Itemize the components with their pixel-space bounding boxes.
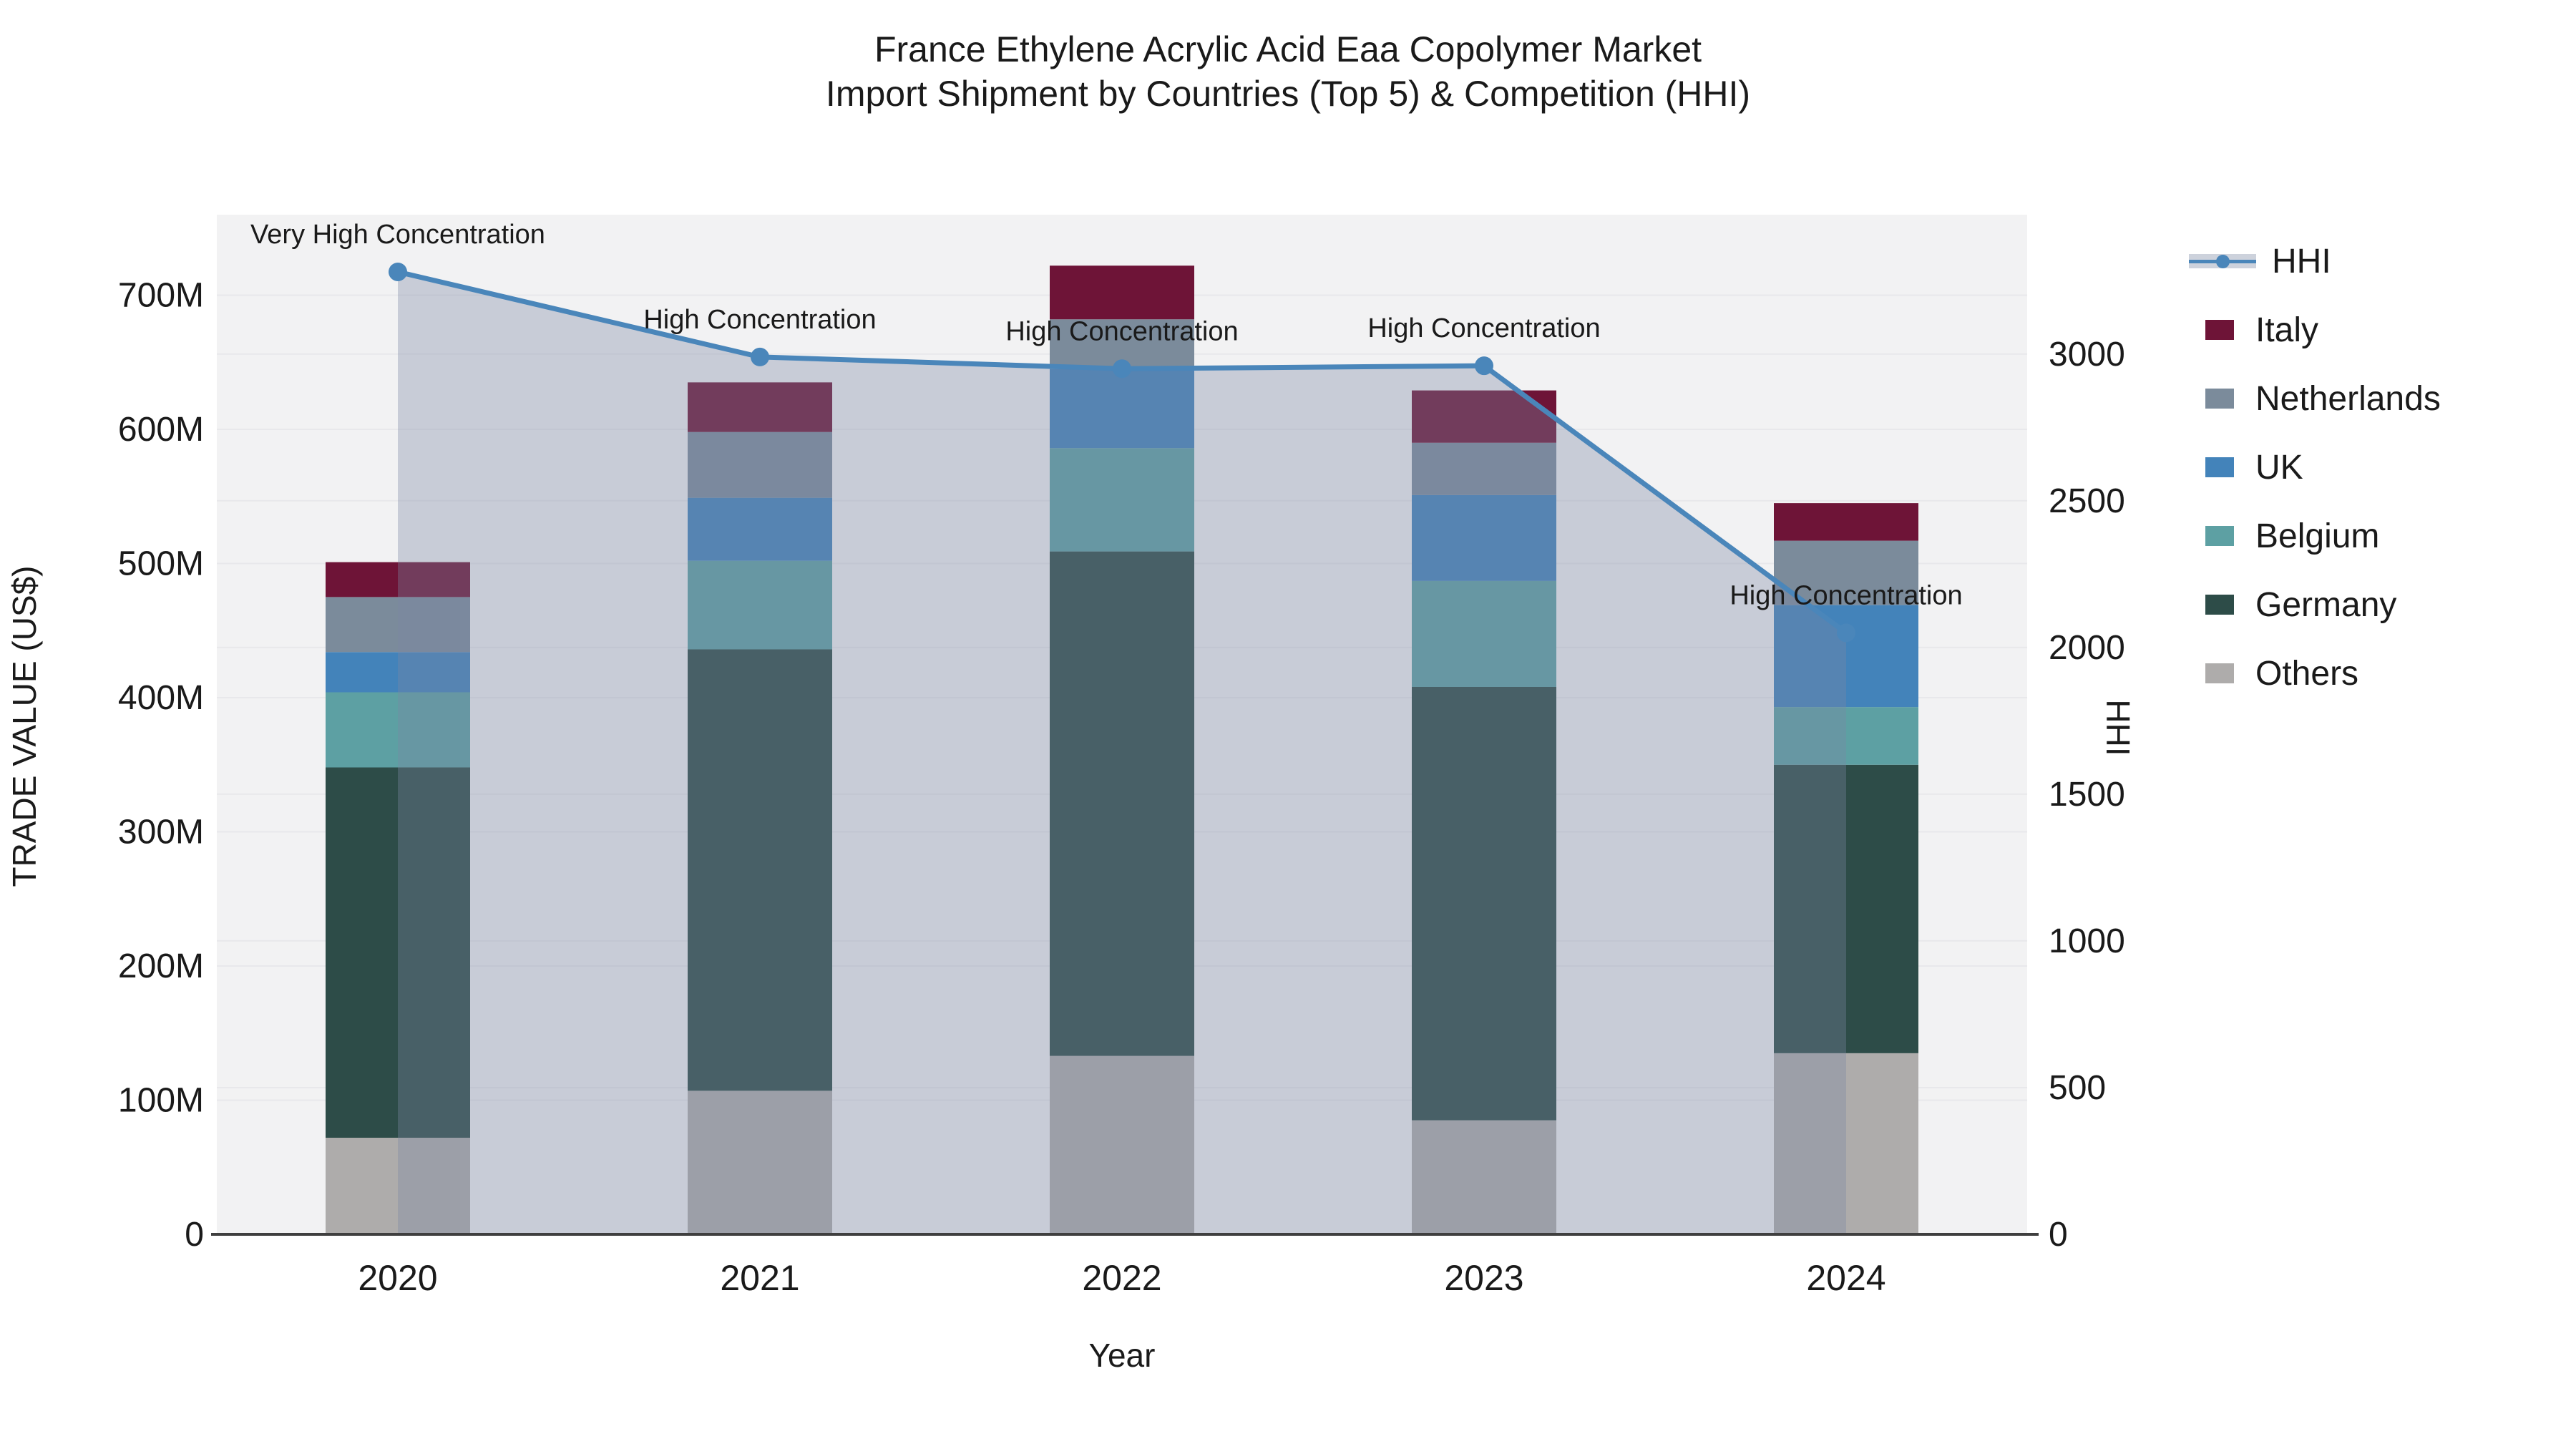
legend-swatch-uk (2205, 457, 2234, 477)
bar-segment-belgium-2024 (1774, 707, 1918, 765)
legend-item-netherlands[interactable]: Netherlands (2205, 364, 2441, 433)
legend-swatch-italy (2205, 320, 2234, 340)
annotation-2020: Very High Concentration (250, 220, 545, 250)
legend-item-germany[interactable]: Germany (2205, 570, 2441, 639)
bar-segment-others-2022 (1050, 1055, 1194, 1234)
bar-segment-germany-2021 (688, 649, 832, 1091)
left-tick-label-700M: 700M (118, 277, 204, 315)
x-tick-label-2023: 2023 (1444, 1258, 1523, 1298)
annotation-2021: High Concentration (643, 305, 876, 335)
right-tick-label-2500: 2500 (2049, 482, 2125, 520)
bar-segment-netherlands-2021 (688, 431, 832, 498)
legend-label-others: Others (2255, 654, 2359, 693)
legend-label-belgium: Belgium (2255, 517, 2380, 555)
legend-swatch-others (2205, 663, 2234, 683)
legend-item-uk[interactable]: UK (2205, 433, 2441, 502)
legend-label-hhi: HHI (2272, 242, 2331, 280)
bar-segment-germany-2022 (1050, 551, 1194, 1056)
bar-segment-belgium-2023 (1412, 580, 1556, 687)
bar-segment-italy-2020 (326, 562, 470, 597)
x-tick-label-2022: 2022 (1082, 1258, 1161, 1298)
bar-segment-italy-2021 (688, 382, 832, 432)
legend-swatch-germany (2205, 595, 2234, 615)
bar-segment-italy-2022 (1050, 265, 1194, 320)
left-tick-label-100M: 100M (118, 1082, 204, 1120)
legend-item-hhi[interactable]: HHI (2189, 227, 2441, 296)
bar-segment-germany-2020 (326, 767, 470, 1138)
bar-segment-others-2021 (688, 1091, 832, 1234)
legend-item-belgium[interactable]: Belgium (2205, 502, 2441, 570)
chart-title-line2: Import Shipment by Countries (Top 5) & C… (825, 74, 1751, 114)
left-tick-label-400M: 400M (118, 679, 204, 717)
bar-segment-others-2020 (326, 1138, 470, 1234)
annotation-2023: High Concentration (1367, 313, 1600, 343)
legend-label-italy: Italy (2255, 311, 2319, 349)
bar-segment-belgium-2022 (1050, 448, 1194, 552)
bar-segment-uk-2021 (688, 497, 832, 561)
bar-segment-belgium-2021 (688, 560, 832, 650)
legend-swatch-belgium (2205, 526, 2234, 546)
bar-segment-italy-2024 (1774, 503, 1918, 541)
left-tick-label-200M: 200M (118, 947, 204, 985)
x-axis-title: Year (1089, 1337, 1156, 1374)
y-axis-title-right: HHI (2099, 699, 2137, 756)
hhi-marker-2024 (1837, 623, 1855, 643)
bar-segment-germany-2023 (1412, 687, 1556, 1121)
hhi-marker-2020 (389, 262, 407, 281)
right-tick-label-1500: 1500 (2049, 776, 2125, 814)
x-tick-label-2020: 2020 (358, 1258, 437, 1298)
hhi-marker-2021 (751, 347, 769, 366)
legend-swatch-netherlands (2205, 389, 2234, 409)
right-tick-label-500: 500 (2049, 1069, 2106, 1107)
bar-segment-others-2024 (1774, 1053, 1918, 1234)
hhi-marker-2022 (1113, 359, 1131, 379)
bar-segment-uk-2020 (326, 652, 470, 693)
legend-item-italy[interactable]: Italy (2205, 296, 2441, 364)
annotation-2024: High Concentration (1729, 580, 1962, 610)
right-tick-label-3000: 3000 (2049, 336, 2125, 374)
left-tick-label-0: 0 (185, 1216, 204, 1254)
bar-segment-netherlands-2020 (326, 597, 470, 653)
bar-segment-others-2023 (1412, 1120, 1556, 1234)
left-tick-label-300M: 300M (118, 814, 204, 852)
hhi-marker-sample (2216, 255, 2230, 268)
y-axis-title-left: TRADE VALUE (US$) (6, 565, 43, 887)
legend-item-others[interactable]: Others (2205, 639, 2441, 708)
bar-segment-germany-2024 (1774, 764, 1918, 1053)
chart-title: France Ethylene Acrylic Acid Eaa Copolym… (0, 27, 2576, 116)
bar-segment-uk-2022 (1050, 369, 1194, 449)
left-tick-label-600M: 600M (118, 411, 204, 449)
bar-segment-uk-2023 (1412, 494, 1556, 581)
x-tick-label-2024: 2024 (1806, 1258, 1885, 1298)
legend-label-uk: UK (2255, 448, 2303, 487)
hhi-area-fill (398, 271, 1846, 1235)
bar-segment-belgium-2020 (326, 692, 470, 768)
annotation-2022: High Concentration (1005, 316, 1238, 346)
chart-title-line1: France Ethylene Acrylic Acid Eaa Copolym… (874, 29, 1702, 69)
bar-segment-uk-2024 (1774, 605, 1918, 708)
x-tick-label-2021: 2021 (720, 1258, 799, 1298)
right-tick-label-0: 0 (2049, 1216, 2068, 1254)
hhi-line-icon (2189, 254, 2256, 268)
legend-label-germany: Germany (2255, 585, 2397, 624)
right-tick-label-1000: 1000 (2049, 922, 2125, 960)
bar-segment-netherlands-2023 (1412, 442, 1556, 495)
legend-label-netherlands: Netherlands (2255, 379, 2441, 418)
legend: HHI Italy Netherlands UK Belgium Germany Other… (2189, 227, 2441, 708)
hhi-marker-2023 (1475, 356, 1493, 376)
left-tick-label-500M: 500M (118, 545, 204, 583)
right-tick-label-2000: 2000 (2049, 629, 2125, 667)
